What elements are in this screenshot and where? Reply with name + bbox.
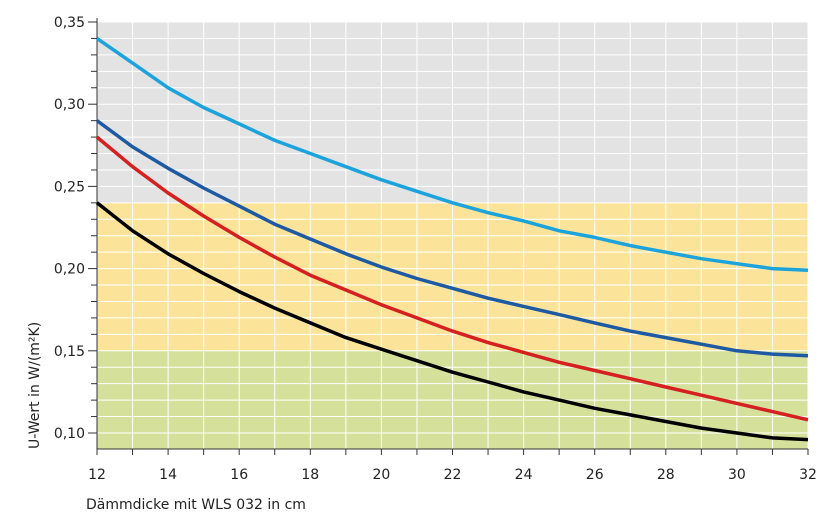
x-axis-ticks: 12 14 16 18 20 22 24 26 28 30 32 xyxy=(88,449,817,483)
y-tick-label: 0,20 xyxy=(54,262,85,278)
grid-lines xyxy=(97,21,809,449)
x-tick-label: 32 xyxy=(799,467,817,483)
x-tick-label: 22 xyxy=(444,467,462,483)
y-tick-label: 0,10 xyxy=(54,426,85,442)
series-lines xyxy=(95,36,809,442)
x-tick-label: 16 xyxy=(230,467,248,483)
y-tick-label: 0,30 xyxy=(54,97,85,113)
y-tick-label: 0,25 xyxy=(54,179,85,195)
series-line-2 xyxy=(95,119,809,358)
x-tick-label: 30 xyxy=(728,467,746,483)
x-tick-label: 20 xyxy=(372,467,390,483)
series-line-1 xyxy=(96,36,809,272)
x-tick-label: 28 xyxy=(657,467,675,483)
x-axis-label: Dämmdicke mit WLS 032 in cm xyxy=(86,497,306,513)
y-axis-label: U-Wert in W/(m²K) xyxy=(27,322,43,449)
x-tick-label: 18 xyxy=(301,467,319,483)
series-line-3 xyxy=(95,135,809,422)
x-tick-label: 14 xyxy=(159,467,177,483)
series-line-4 xyxy=(95,201,809,442)
x-tick-label: 26 xyxy=(586,467,604,483)
y-axis-ticks: 0,10 0,15 0,20 0,25 0,30 0,35 xyxy=(54,15,97,442)
y-tick-label: 0,15 xyxy=(54,344,85,360)
x-tick-label: 12 xyxy=(88,467,106,483)
x-tick-label: 24 xyxy=(515,467,533,483)
y-tick-label: 0,35 xyxy=(54,15,85,31)
